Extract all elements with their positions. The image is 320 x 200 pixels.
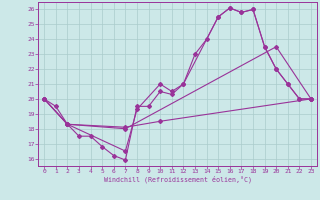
X-axis label: Windchill (Refroidissement éolien,°C): Windchill (Refroidissement éolien,°C) (104, 176, 252, 183)
